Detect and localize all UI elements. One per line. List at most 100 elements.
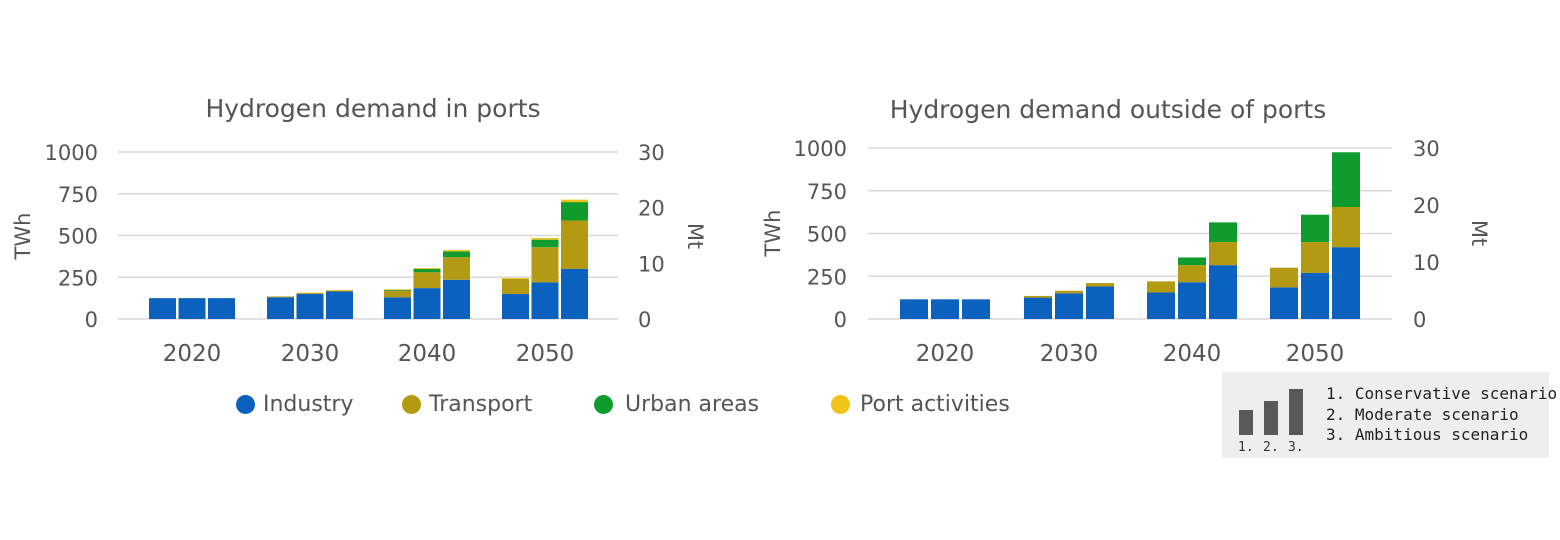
bar-segment-industry: [1086, 286, 1114, 319]
bar-segment-industry: [531, 282, 559, 319]
bar-segment-industry: [1178, 282, 1206, 319]
bar-segment-transport: [1301, 242, 1329, 273]
scenario-line: 2. Moderate scenario: [1326, 404, 1519, 424]
y2-tick-label: 20: [1413, 194, 1440, 218]
bar-segment-industry: [1332, 247, 1360, 319]
bar-segment-industry: [561, 268, 588, 319]
scenario-bar-icon: [1239, 410, 1253, 435]
bar-segment-urban-areas: [561, 202, 588, 221]
bar-segment-transport: [1270, 267, 1298, 288]
y2-tick-label: 10: [1413, 251, 1440, 275]
legend-item-industry: Industry: [236, 392, 354, 417]
bar-segment-transport: [1209, 242, 1237, 266]
x-tick-label: 2040: [1163, 341, 1222, 367]
bar-segment-transport: [1024, 295, 1052, 298]
y-tick-label: 500: [807, 223, 847, 247]
bar-segment-industry: [326, 291, 353, 319]
legend-swatch: [831, 395, 850, 414]
bar-segment-transport: [413, 272, 441, 289]
y-axis-label: TWh: [761, 210, 785, 258]
x-tick-label: 2020: [163, 341, 222, 367]
bar-segment-industry: [1209, 265, 1237, 319]
bar-segment-industry: [900, 299, 928, 319]
y2-tick-label: 10: [638, 252, 665, 276]
y2-tick-label: 20: [638, 197, 665, 221]
bar-segment-industry: [178, 298, 206, 319]
bar-segment-port-activities: [502, 278, 529, 279]
chart-title: Hydrogen demand outside of ports: [890, 95, 1327, 124]
bar-segment-urban-areas: [1301, 214, 1329, 243]
x-tick-label: 2030: [281, 341, 340, 367]
bar-segment-port-activities: [443, 250, 470, 252]
bar-segment-port-activities: [531, 238, 559, 240]
bar-segment-transport: [326, 290, 353, 292]
legend-item-urban-areas: Urban areas: [594, 392, 759, 417]
chart-title: Hydrogen demand in ports: [205, 94, 540, 123]
y-tick-label: 0: [85, 308, 98, 332]
scenario-line: 3. Ambitious scenario: [1326, 425, 1529, 444]
x-tick-label: 2050: [1286, 341, 1345, 367]
bar-segment-port-activities: [561, 199, 588, 203]
bar-segment-industry: [413, 288, 441, 319]
bar-segment-industry: [1024, 297, 1052, 319]
bar-segment-industry: [296, 293, 324, 319]
scenario-bar-number: 2.: [1263, 440, 1279, 455]
legend-swatch: [236, 395, 255, 414]
scenario-legend: 1. 2. 3. 1. Conservative scenario 2. Mod…: [1222, 372, 1557, 458]
bar-segment-industry: [1055, 293, 1083, 319]
bar-segment-industry: [1270, 287, 1298, 319]
bar-segment-urban-areas: [413, 268, 441, 273]
bar-segment-industry: [1301, 272, 1329, 319]
bar-segment-industry: [267, 297, 294, 319]
y-tick-label: 1000: [45, 141, 98, 165]
legend-item-port-activities: Port activities: [831, 392, 1010, 417]
bar-segment-port-activities: [413, 268, 441, 269]
bar-segment-industry: [502, 293, 529, 319]
legend-label: Industry: [263, 392, 354, 417]
bar-segment-transport: [384, 290, 411, 298]
bar-segment-industry: [384, 297, 411, 319]
bar-segment-urban-areas: [531, 239, 559, 248]
legend-item-transport: Transport: [402, 392, 532, 417]
bar-segment-transport: [1178, 265, 1206, 283]
y2-tick-label: 30: [638, 141, 665, 165]
y2-tick-label: 0: [1413, 308, 1426, 332]
bar-segment-industry: [1147, 292, 1175, 319]
bar-segment-urban-areas: [1178, 257, 1206, 266]
y-axis-label: TWh: [11, 213, 35, 261]
bar-segment-port-activities: [326, 290, 353, 291]
bar-segment-port-activities: [384, 289, 411, 290]
y-tick-label: 1000: [794, 137, 847, 161]
bar-segment-transport: [296, 293, 324, 294]
bar-segment-urban-areas: [1332, 152, 1360, 207]
legend-swatch: [402, 395, 421, 414]
bar-segment-transport: [1147, 281, 1175, 293]
bar-segment-industry: [962, 299, 990, 319]
y2-tick-label: 30: [1413, 137, 1440, 161]
legend-swatch: [594, 395, 613, 414]
y2-axis-label: Mt: [683, 223, 707, 249]
x-tick-label: 2040: [398, 341, 457, 367]
bar-segment-urban-areas: [384, 289, 411, 291]
y-tick-label: 0: [834, 308, 847, 332]
bar-segment-transport: [561, 220, 588, 269]
x-tick-label: 2030: [1040, 341, 1099, 367]
scenario-bar-number: 1.: [1238, 440, 1254, 455]
bar-segment-urban-areas: [443, 251, 470, 258]
y2-tick-label: 0: [638, 308, 651, 332]
bar-segment-transport: [443, 257, 470, 280]
scenario-bar-icon: [1289, 389, 1303, 435]
bar-segment-transport: [1086, 283, 1114, 287]
bar-segment-transport: [267, 296, 294, 298]
bar-segment-transport: [502, 278, 529, 294]
y-tick-label: 750: [807, 180, 847, 204]
y-tick-label: 250: [807, 265, 847, 289]
legend-label: Urban areas: [625, 392, 760, 417]
scenario-bar-number: 3.: [1288, 440, 1304, 455]
bar-segment-transport: [1332, 206, 1360, 248]
bar-segment-urban-areas: [1209, 222, 1237, 243]
bar-segment-industry: [931, 299, 959, 319]
legend-label: Port activities: [860, 392, 1010, 417]
legend-label: Transport: [429, 392, 533, 417]
